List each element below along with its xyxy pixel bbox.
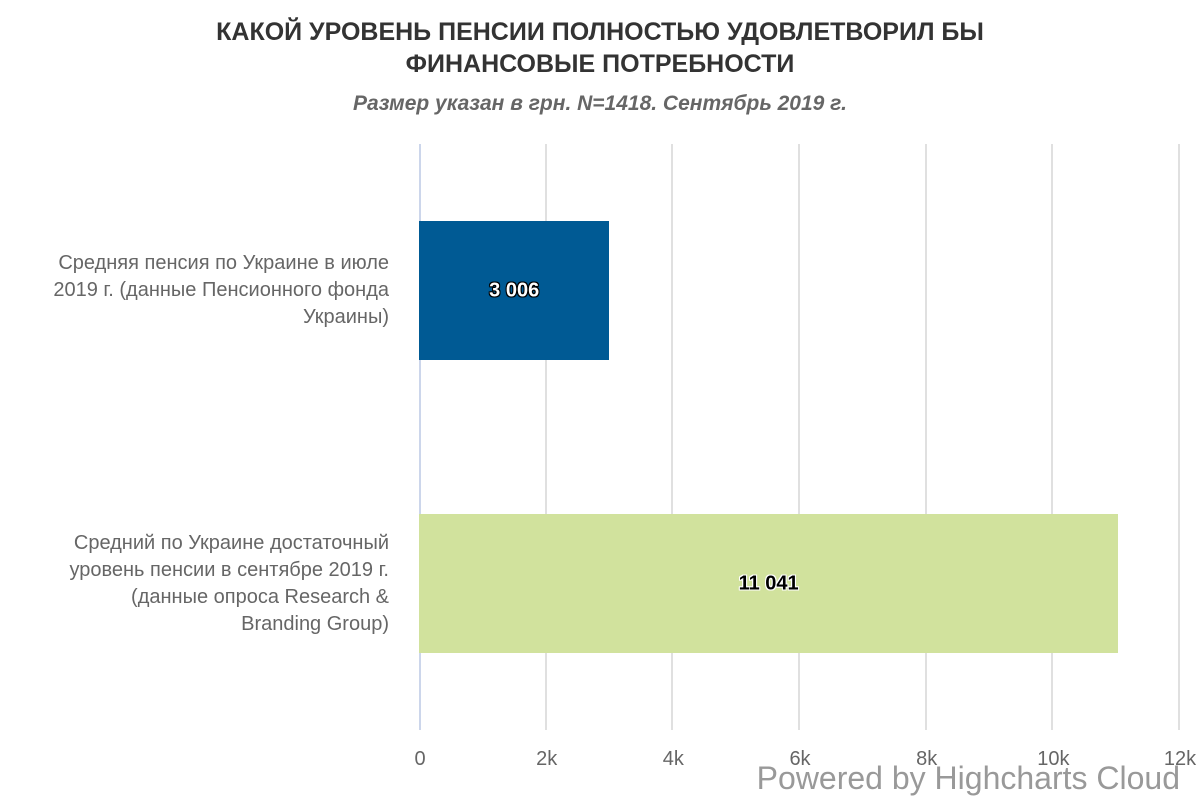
gridline [798, 144, 800, 730]
x-axis-tick-label: 12k [1163, 748, 1197, 770]
chart-title-line2: ФИНАНСОВЫЕ ПОТРЕБНОСТИ [405, 50, 795, 78]
category-label-1: Средняя пенсия по Украине в июле 2019 г. … [53, 252, 389, 328]
bar-value-label: 3 006 [489, 279, 540, 301]
x-axis-tick-label: 6k [789, 748, 811, 770]
credits-link[interactable]: Powered by Highcharts Cloud [756, 760, 1180, 796]
plot-area: 3 006 11 041 [419, 144, 1180, 730]
category-label-2: Средний по Украине достаточный уровень пе… [69, 531, 389, 635]
x-axis-tick-label: 10k [1037, 748, 1070, 770]
gridline [924, 144, 927, 730]
bar-value-label: 11 041 [738, 572, 799, 594]
x-axis-tick-label: 8k [916, 748, 938, 770]
chart-title-line1: КАКОЙ УРОВЕНЬ ПЕНСИИ ПОЛНОСТЬЮ УДОВЛЕТВО… [216, 18, 984, 46]
x-axis-tick-label: 0 [414, 748, 426, 770]
gridline [671, 144, 674, 730]
gridline [1051, 144, 1054, 730]
x-axis-tick-label: 2k [536, 748, 558, 770]
chart-subtitle: Размер указан в грн. N=1418. Сентябрь 20… [353, 92, 847, 115]
chart-title: КАКОЙ УРОВЕНЬ ПЕНСИИ ПОЛНОСТЬЮ УДОВЛЕТВО… [0, 16, 1200, 80]
gridline [1178, 144, 1180, 730]
x-axis-tick-label: 4k [662, 748, 684, 770]
gridline [544, 144, 547, 730]
bar-1[interactable]: 3 006 [419, 221, 610, 360]
y-axis-line [419, 144, 421, 730]
bar-2[interactable]: 11 041 [419, 514, 1119, 653]
